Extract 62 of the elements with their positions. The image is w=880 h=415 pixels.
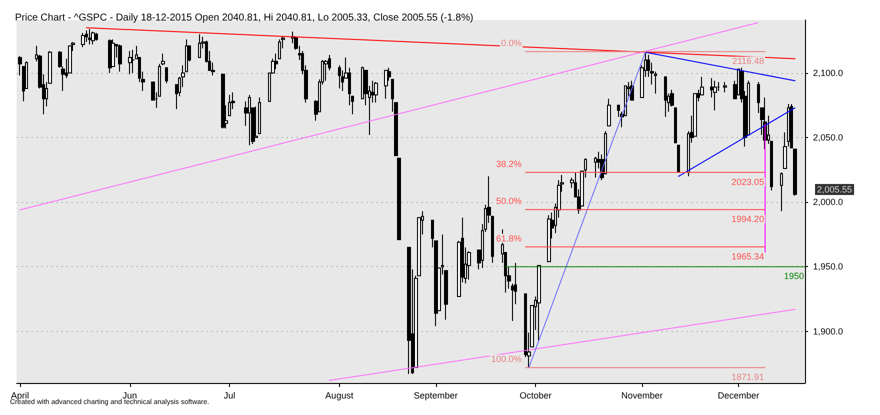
y-tick-label: 1,950.0 bbox=[813, 262, 844, 272]
y-tick-label: 2,000.0 bbox=[813, 197, 844, 208]
candlestick bbox=[258, 97, 261, 134]
data-label: 1994.20 bbox=[732, 214, 764, 224]
series-label: 100.0% bbox=[491, 354, 522, 364]
candlestick bbox=[713, 80, 717, 111]
candlestick bbox=[185, 38, 188, 72]
candlestick bbox=[793, 148, 797, 196]
candlestick bbox=[670, 89, 674, 108]
candlestick bbox=[131, 49, 135, 74]
candlestick bbox=[274, 53, 278, 70]
x-tick-label: October bbox=[520, 390, 552, 400]
candlestick bbox=[467, 250, 471, 280]
data-label: 2023.05 bbox=[732, 176, 764, 187]
candlestick bbox=[338, 64, 341, 89]
candlestick bbox=[221, 74, 225, 130]
candlestick bbox=[674, 107, 677, 144]
x-tick-label: November bbox=[621, 390, 663, 400]
candlestick bbox=[607, 98, 611, 126]
candlestick bbox=[547, 214, 551, 262]
series-label: 61.8% bbox=[496, 233, 522, 244]
y-tick-label: 2,100.0 bbox=[813, 68, 844, 78]
candlestick bbox=[95, 32, 98, 42]
x-tick-label: Jul bbox=[224, 390, 236, 400]
candlestick bbox=[228, 94, 231, 116]
candlestick bbox=[677, 144, 680, 173]
candlestick bbox=[594, 156, 597, 178]
y-tick-label: 1,900.0 bbox=[813, 326, 844, 336]
annotation: 2,005.55 bbox=[817, 184, 852, 194]
candlestick bbox=[491, 216, 494, 264]
candlestick bbox=[537, 264, 541, 341]
data-label: 1965.34 bbox=[732, 251, 764, 262]
series-label: 50.0% bbox=[496, 196, 522, 206]
series-label: 0.0% bbox=[501, 38, 522, 48]
candlestick bbox=[664, 76, 667, 118]
candlestick bbox=[407, 246, 411, 374]
x-tick-label: December bbox=[718, 390, 760, 400]
candlestick bbox=[384, 70, 388, 100]
x-tick-label: September bbox=[414, 390, 458, 400]
candlestick bbox=[780, 172, 783, 212]
x-tick-label: April bbox=[10, 390, 30, 400]
candlestick bbox=[248, 94, 251, 146]
candlestick bbox=[374, 82, 378, 104]
data-label: 1950 bbox=[784, 271, 804, 282]
candlestick bbox=[198, 34, 201, 58]
candlestick bbox=[18, 56, 22, 76]
chart-title: Price Chart - ^GSPC - Daily 18-12-2015 Open 2040.81, Hi 2040.81, Lo 2005.33, Close 2005.55 (-1.8%) bbox=[15, 12, 474, 24]
candlestick bbox=[128, 50, 132, 75]
data-label: 2116.48 bbox=[732, 56, 764, 66]
x-tick-label: Jun bbox=[122, 390, 138, 400]
data-label: 1871.91 bbox=[732, 372, 764, 382]
candlestick bbox=[165, 67, 168, 84]
candlestick bbox=[790, 103, 793, 148]
candlestick bbox=[118, 44, 122, 72]
y-tick-label: 2,050.0 bbox=[813, 132, 844, 143]
candlestick bbox=[91, 31, 95, 46]
x-tick-label: August bbox=[325, 390, 354, 400]
series-label: 38.2% bbox=[496, 158, 522, 169]
candlestick bbox=[81, 32, 85, 48]
candlestick bbox=[723, 82, 727, 93]
candlestick bbox=[88, 28, 92, 46]
candlestick bbox=[278, 38, 281, 60]
